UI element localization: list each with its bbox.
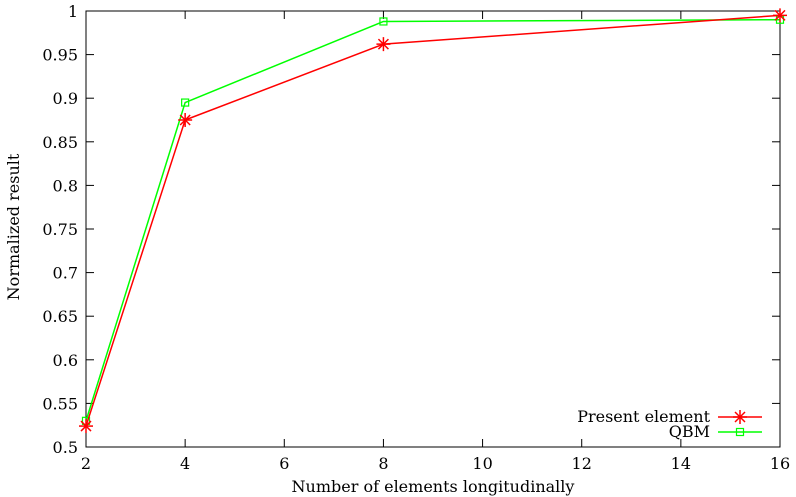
series-line	[85, 14, 781, 427]
x-tick-label: 12	[572, 454, 592, 473]
y-tick-label: 1	[68, 2, 78, 21]
marker-stroke	[377, 38, 389, 50]
y-tick-label: 0.55	[42, 394, 78, 413]
x-tick-label: 6	[279, 454, 289, 473]
x-tick-label: 16	[770, 454, 790, 473]
data-point	[181, 98, 190, 107]
axis-ticks	[85, 10, 781, 448]
series-group	[79, 8, 787, 434]
marker-stroke	[179, 114, 191, 126]
data-point	[79, 419, 93, 434]
y-tick-label: 0.5	[53, 438, 78, 457]
x-axis-label: Number of elements longitudinally	[292, 477, 575, 496]
x-tick-label: 10	[472, 454, 492, 473]
y-tick-label: 0.9	[53, 89, 78, 108]
y-tick-label: 0.8	[53, 176, 78, 195]
x-tick-labels: 2 4 6 8 10 12 14 16	[81, 454, 790, 473]
y-tick-label: 0.7	[53, 264, 78, 283]
y-axis-label: Normalized result	[4, 153, 23, 300]
marker-stroke	[734, 411, 746, 423]
y-tick-label: 0.65	[42, 307, 78, 326]
series-present-element	[79, 8, 787, 434]
legend-label: QBM	[669, 422, 710, 441]
x-tick-label: 14	[671, 454, 691, 473]
data-point	[379, 17, 388, 26]
data-point	[178, 113, 193, 127]
marker-stroke	[774, 9, 786, 21]
x-tick-label: 4	[180, 454, 190, 473]
legend-marker	[735, 427, 745, 437]
y-tick-labels: 0.5 0.55 0.6 0.65 0.7 0.75 0.8 0.85 0.9 0.95 1	[42, 2, 78, 457]
marker-stroke	[80, 420, 92, 432]
legend-marker	[733, 410, 747, 424]
legend-label: Present element	[577, 407, 710, 426]
y-tick-label: 0.75	[42, 220, 78, 239]
x-tick-label: 2	[81, 454, 91, 473]
y-tick-label: 0.6	[53, 351, 78, 370]
data-point	[773, 8, 787, 23]
data-point	[376, 37, 391, 52]
series-line	[85, 18, 781, 422]
plot-frame	[85, 10, 781, 448]
series-qbm	[81, 15, 785, 425]
y-tick-label: 0.95	[42, 46, 78, 65]
y-tick-label: 0.85	[42, 133, 78, 152]
plot-axes	[85, 10, 781, 448]
x-tick-label: 8	[378, 454, 388, 473]
